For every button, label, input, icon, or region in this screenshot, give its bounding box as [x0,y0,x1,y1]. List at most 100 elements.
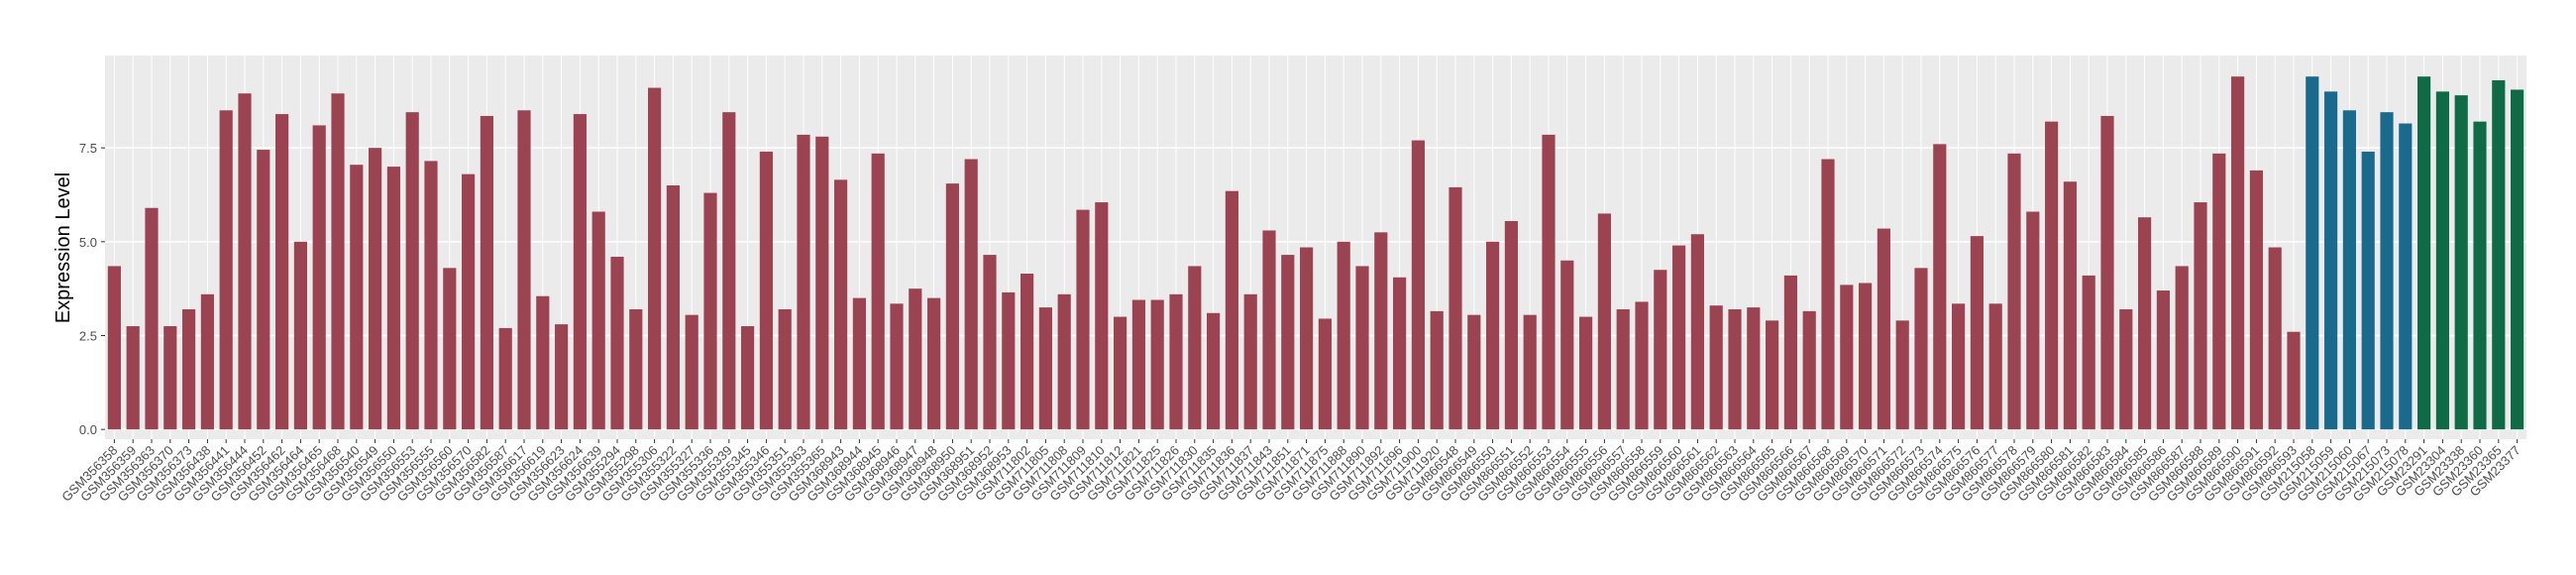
bar [163,326,177,430]
bar [1300,247,1314,430]
bar [722,112,736,430]
bar [312,125,326,430]
bar [610,256,624,430]
bar [945,183,959,430]
bar [648,87,662,430]
bar [871,153,885,430]
bar [2007,153,2021,430]
bar [2156,290,2170,430]
bar [1672,245,1686,430]
bar [443,268,457,430]
bar [145,207,159,430]
bar [1728,308,1742,430]
bar [1467,314,1481,430]
bar [555,324,569,430]
bar [1169,293,1183,430]
bar [219,110,233,430]
bar [2063,181,2077,430]
bar [2082,275,2095,430]
bar [2324,91,2338,430]
bar [1616,308,1630,430]
y-tick-label: 0.0 [79,422,97,437]
bar [1709,305,1723,430]
bar [629,308,643,430]
bar [741,326,755,430]
bar [1877,228,1890,430]
bar [1970,236,1984,430]
bar [1821,159,1835,430]
bar [498,327,512,430]
bar [964,159,978,430]
bar [1654,270,1667,430]
bar [797,134,810,430]
bar [666,185,680,430]
bar [2417,76,2431,430]
bar [1057,293,1071,430]
bar [1952,303,1966,430]
y-axis-label: Expression Level [53,172,74,323]
bar [1095,202,1109,430]
bar [2175,266,2189,430]
bar [1988,303,2002,430]
y-tick-label: 5.0 [79,235,97,250]
bar [778,308,792,430]
bar [1355,266,1369,430]
bar [2119,308,2133,430]
bar [1840,285,1854,430]
bar [1038,307,1052,430]
bar [1150,299,1164,430]
bar [107,266,121,430]
bar [2100,115,2114,430]
bar [480,115,493,430]
bar [2361,151,2375,430]
bar [1411,140,1425,430]
bar [703,192,717,430]
bar [1002,291,1016,430]
bar [1783,275,1797,430]
bar [1430,310,1444,430]
bar [2268,247,2282,430]
bar [293,241,307,430]
bar [257,150,270,430]
bar [1374,232,1388,430]
bar [834,179,848,430]
bar [1486,241,1500,430]
bar [1188,266,1202,430]
bar [462,173,476,430]
bar [369,148,382,430]
bar [1597,213,1611,430]
bar [1859,283,1873,430]
bar [909,288,922,430]
bar [1766,320,1779,430]
bar [1523,314,1537,430]
bar [1020,274,1034,430]
y-tick-label: 2.5 [79,328,97,343]
bar [1225,190,1238,430]
bar [2511,89,2524,430]
bar [1281,255,1295,430]
bar [890,303,904,430]
bar [350,165,364,430]
bar [1560,260,1574,430]
bar [1337,241,1350,430]
bar [1690,234,1704,430]
bar [591,211,605,430]
bar [2249,170,2263,430]
bar [2306,76,2319,430]
bar [2026,211,2040,430]
bar [1802,310,1816,430]
bar [536,295,550,430]
bar [815,136,829,430]
bar [275,114,289,430]
bar [200,293,214,430]
bar [2287,331,2301,430]
bar [1262,230,1276,430]
bar [386,167,400,430]
bar [573,114,587,430]
bar [2194,202,2207,430]
bar [2399,123,2413,430]
bar [1914,268,1928,430]
bar [2231,76,2245,430]
bar [1207,312,1221,430]
